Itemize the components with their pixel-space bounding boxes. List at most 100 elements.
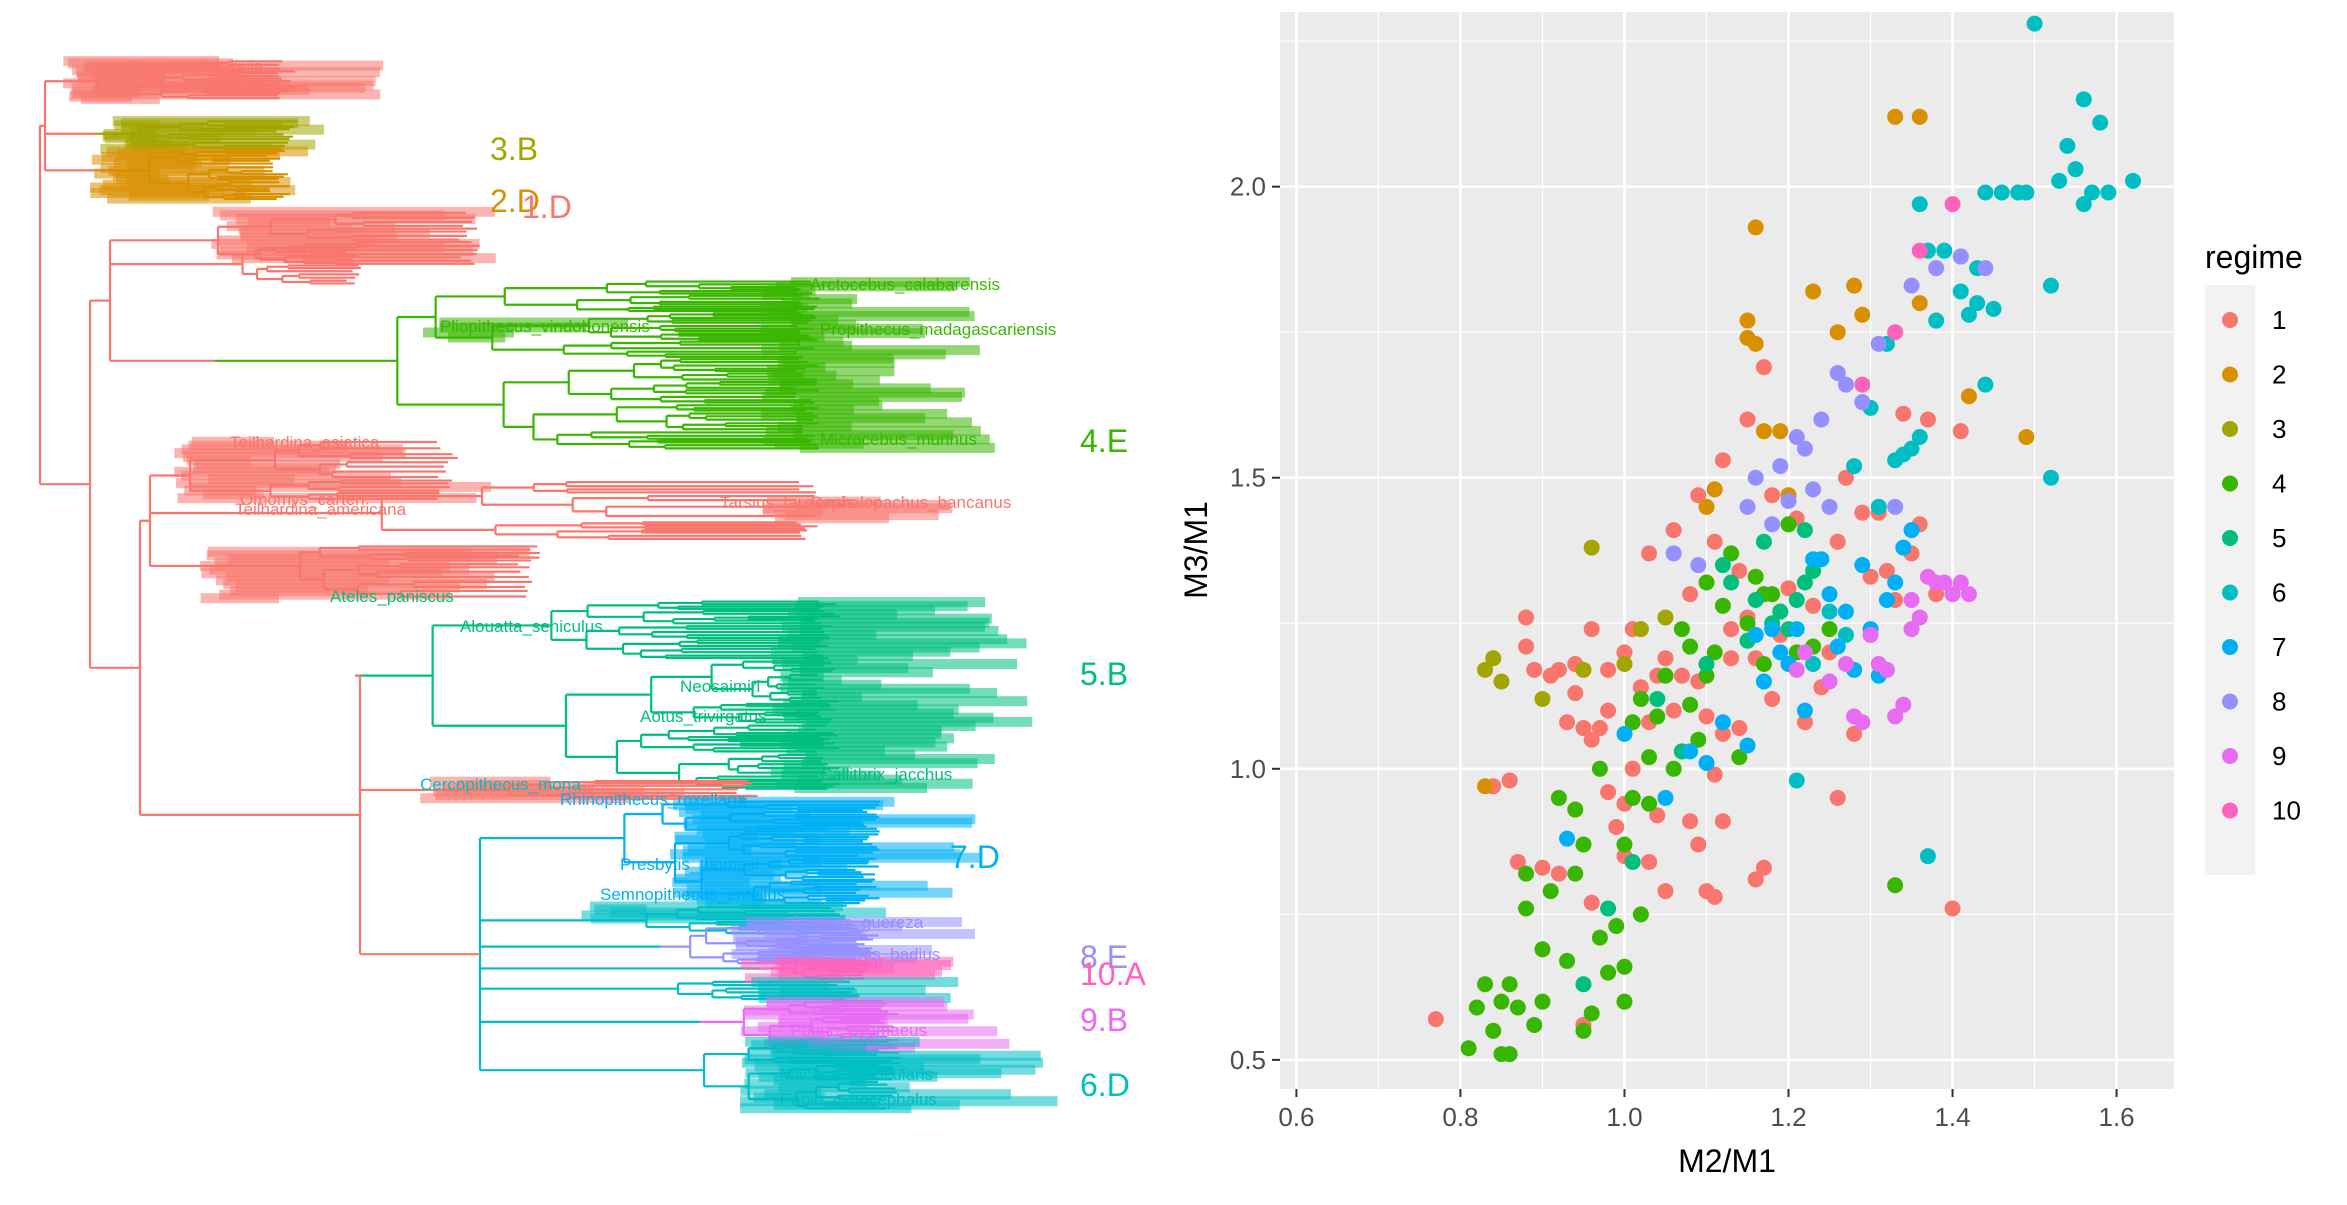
data-point-regime-1 [1518,638,1535,655]
tip-label: Aotus_trivirgatus [640,707,767,726]
data-point-regime-3 [1616,656,1633,673]
data-point-regime-6 [1903,440,1920,457]
data-point-regime-5 [1755,533,1772,550]
clade-label: 10.A [1080,956,1146,992]
tip-label: Omomys_carteri [240,490,365,509]
data-point-regime-6 [2042,277,2059,294]
scatter-plot-panel: 0.6 0.8 1.0 1.2 1.4 1.6 0.5 1.0 1.5 2.0 M2/M1 M3… [1160,0,2347,1200]
tip-label-cluster [177,493,477,504]
tip-label: Macaca_fascicularis [780,1065,933,1084]
tip-label-cluster [589,901,844,912]
data-point-regime-4 [1706,644,1723,661]
data-point-regime-8 [1813,411,1830,428]
tip-label-cluster [236,213,476,224]
data-point-regime-1 [1665,702,1682,719]
data-point-regime-1 [1682,813,1699,830]
data-point-regime-8 [1796,440,1813,457]
data-point-regime-9 [1878,661,1895,678]
tip-label: Pongo_pygmaeus [790,1021,927,1040]
data-point-regime-1 [1427,1011,1444,1028]
tip-label-cluster [762,503,953,514]
legend-key-3 [2222,421,2238,437]
data-point-regime-8 [1903,277,1920,294]
data-point-regime-4 [1739,615,1756,632]
data-point-regime-5 [1624,853,1641,870]
tip-label: Propithecus_madagascariensis [820,320,1056,339]
tip-label-cluster [781,298,853,309]
data-point-regime-1 [1583,894,1600,911]
data-point-regime-6 [1870,498,1887,515]
tip-label-cluster [764,1089,1011,1100]
data-point-regime-5 [1772,603,1789,620]
data-point-regime-2 [1911,108,1928,125]
data-point-regime-6 [2026,15,2043,32]
legend-key-8 [2222,693,2238,710]
data-point-regime-3 [1583,539,1600,556]
data-point-regime-4 [1616,993,1633,1010]
data-point-regime-8 [1952,248,1969,265]
data-point-regime-1 [1928,586,1945,603]
tip-label-cluster [740,1026,998,1037]
data-point-regime-4 [1518,900,1535,917]
data-point-regime-8 [1928,260,1945,277]
data-point-regime-2 [1772,423,1789,440]
tip-label-cluster [682,852,980,863]
tip-label-cluster [590,913,785,924]
tip-label-cluster [674,887,953,898]
data-point-regime-9 [1936,574,1953,591]
data-point-regime-5 [1723,574,1740,591]
tip-label-cluster [117,149,280,160]
data-point-regime-9 [1788,661,1805,678]
data-point-regime-6 [1919,848,1936,865]
tip-label-cluster [740,1103,912,1114]
data-point-regime-5 [1698,656,1715,673]
data-point-regime-1 [1526,661,1543,678]
x-tick-label: 0.8 [1442,1102,1478,1132]
data-point-regime-5 [1714,557,1731,574]
data-point-regime-1 [1706,533,1723,550]
data-point-regime-2 [1755,423,1772,440]
data-point-regime-8 [1977,260,1994,277]
data-point-regime-9 [1887,708,1904,725]
data-point-regime-1 [1583,731,1600,748]
data-point-regime-4 [1591,929,1608,946]
data-point-regime-7 [1764,621,1781,638]
data-point-regime-4 [1485,1022,1502,1039]
legend-label-3: 3 [2272,414,2286,444]
data-point-regime-1 [1755,859,1772,876]
clade-label: 6.D [1080,1067,1130,1103]
data-point-regime-1 [1624,760,1641,777]
data-point-regime-6 [2075,196,2092,213]
tip-label: Cephalopachus_bancanus [810,493,1011,512]
y-tick-label: 1.0 [1230,754,1266,784]
data-point-regime-1 [1714,452,1731,469]
tip-label: Colobus_guereza [790,913,924,932]
data-point-regime-6 [1960,306,1977,323]
data-point-regime-1 [1657,883,1674,900]
data-point-regime-7 [1698,754,1715,771]
data-point-regime-4 [1690,731,1707,748]
clade-label: 9.B [1080,1002,1128,1038]
data-point-regime-4 [1632,906,1649,923]
tip-label: Hylobates_lar [780,953,884,972]
x-tick-label: 1.0 [1606,1102,1642,1132]
clade-label: 2.D [490,183,540,219]
data-point-regime-6 [2051,172,2068,189]
data-point-regime-8 [1747,469,1764,486]
data-point-regime-6 [2059,137,2076,154]
data-point-regime-1 [1780,580,1797,597]
data-point-regime-6 [1911,428,1928,445]
data-point-regime-7 [1616,725,1633,742]
tip-label: Alouatta_seniculus [460,617,603,636]
data-point-regime-4 [1887,877,1904,894]
scatter-plot: 0.6 0.8 1.0 1.2 1.4 1.6 0.5 1.0 1.5 2.0 M2/M1 M3… [1178,12,2303,1179]
data-point-regime-4 [1657,667,1674,684]
data-point-regime-10 [1944,196,1961,213]
data-point-regime-4 [1600,964,1617,981]
data-point-regime-9 [1952,574,1969,591]
data-point-regime-1 [1764,690,1781,707]
data-point-regime-1 [1723,650,1740,667]
data-point-regime-1 [1731,562,1748,579]
legend-label-2: 2 [2272,360,2286,390]
tip-label-cluster [768,945,932,955]
